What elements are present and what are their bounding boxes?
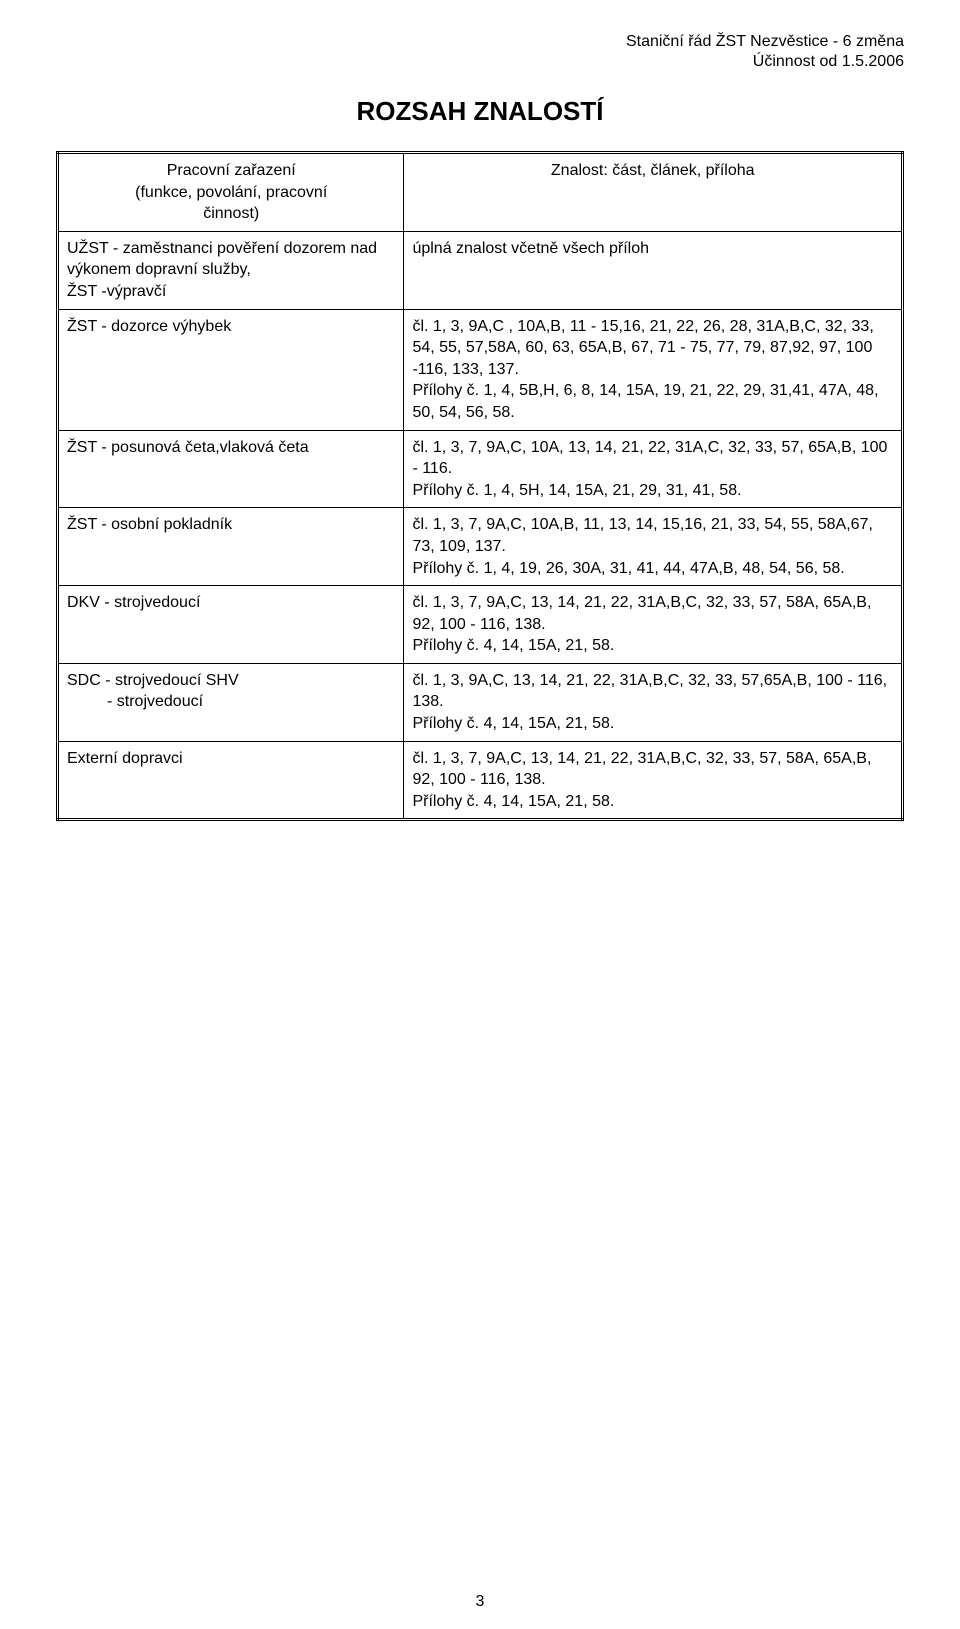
col-head-left-line2: (funkce, povolání, pracovní — [135, 184, 327, 201]
header-block: Staniční řád ŽST Nezvěstice - 6 změna Úč… — [56, 32, 904, 72]
cell-left: SDC - strojvedoucí SHV - strojvedoucí — [58, 663, 404, 741]
col-head-left-line1: Pracovní zařazení — [167, 162, 296, 179]
col-head-right: Znalost: část, článek, příloha — [404, 153, 903, 232]
table-row: DKV - strojvedoucí čl. 1, 3, 7, 9A,C, 13… — [58, 586, 903, 664]
cell-right: čl. 1, 3, 9A,C, 13, 14, 21, 22, 31A,B,C,… — [404, 663, 903, 741]
cell-right: čl. 1, 3, 9A,C , 10A,B, 11 - 15,16, 21, … — [404, 309, 903, 430]
cell-left: DKV - strojvedoucí — [58, 586, 404, 664]
table-row: Externí dopravci čl. 1, 3, 7, 9A,C, 13, … — [58, 741, 903, 820]
cell-right: čl. 1, 3, 7, 9A,C, 13, 14, 21, 22, 31A,B… — [404, 586, 903, 664]
knowledge-table: Pracovní zařazení (funkce, povolání, pra… — [56, 151, 904, 821]
cell-left: UŽST - zaměstnanci pověření dozorem nad … — [58, 231, 404, 309]
cell-left: ŽST - posunová četa,vlaková četa — [58, 430, 404, 508]
col-head-left: Pracovní zařazení (funkce, povolání, pra… — [58, 153, 404, 232]
table-row: SDC - strojvedoucí SHV - strojvedoucí čl… — [58, 663, 903, 741]
cell-left: Externí dopravci — [58, 741, 404, 820]
document-title: ROZSAH ZNALOSTÍ — [56, 96, 904, 127]
header-line-1: Staniční řád ŽST Nezvěstice - 6 změna — [56, 32, 904, 52]
page-number: 3 — [0, 1593, 960, 1611]
table-row: UŽST - zaměstnanci pověření dozorem nad … — [58, 231, 903, 309]
cell-right: čl. 1, 3, 7, 9A,C, 10A, 13, 14, 21, 22, … — [404, 430, 903, 508]
cell-right: úplná znalost včetně všech příloh — [404, 231, 903, 309]
table-row: ŽST - dozorce výhybek čl. 1, 3, 9A,C , 1… — [58, 309, 903, 430]
cell-right: čl. 1, 3, 7, 9A,C, 13, 14, 21, 22, 31A,B… — [404, 741, 903, 820]
cell-left: ŽST - dozorce výhybek — [58, 309, 404, 430]
table-row: ŽST - posunová četa,vlaková četa čl. 1, … — [58, 430, 903, 508]
table-header-row: Pracovní zařazení (funkce, povolání, pra… — [58, 153, 903, 232]
table-row: ŽST - osobní pokladník čl. 1, 3, 7, 9A,C… — [58, 508, 903, 586]
header-line-2: Účinnost od 1.5.2006 — [56, 52, 904, 72]
col-head-left-line3: činnost) — [203, 205, 259, 222]
cell-left: ŽST - osobní pokladník — [58, 508, 404, 586]
cell-right: čl. 1, 3, 7, 9A,C, 10A,B, 11, 13, 14, 15… — [404, 508, 903, 586]
page: Staniční řád ŽST Nezvěstice - 6 změna Úč… — [0, 0, 960, 1629]
